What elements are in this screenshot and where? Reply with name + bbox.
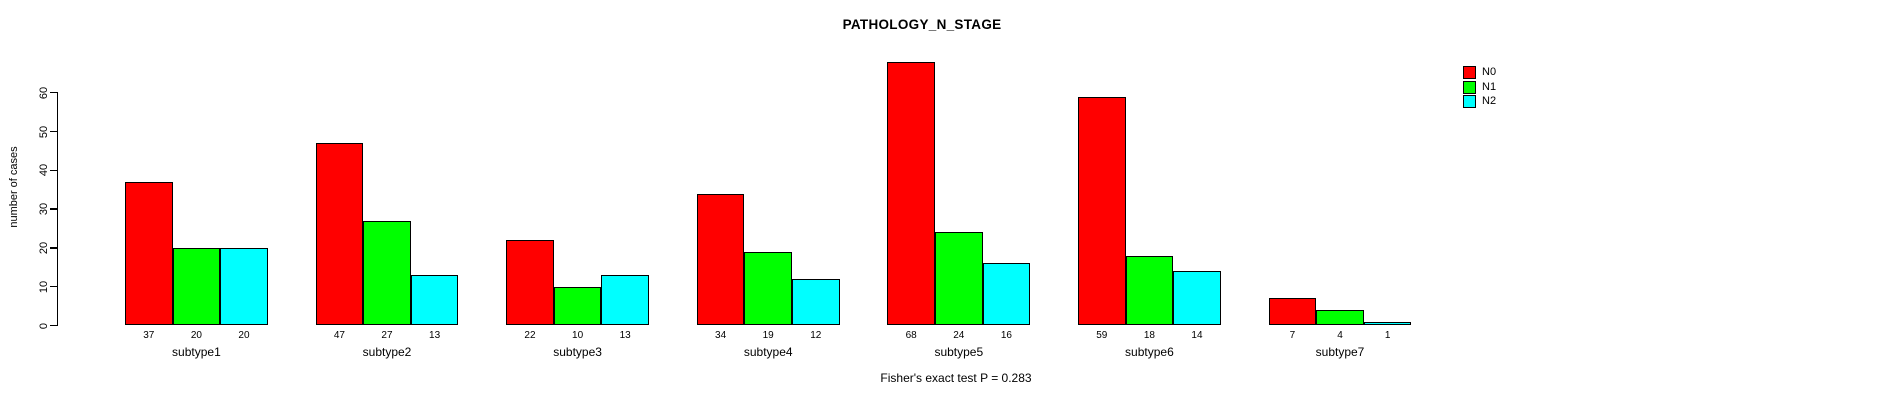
y-axis-tick	[50, 208, 58, 210]
bar-n2-subtype3	[601, 275, 649, 326]
bar-n0-subtype6	[1078, 96, 1126, 326]
legend-swatch-n2	[1463, 95, 1476, 108]
y-axis-tick-label: 30	[38, 202, 50, 216]
y-axis-tick-label: 40	[38, 164, 50, 177]
bar-value-label: 7	[1289, 330, 1296, 341]
y-axis-tick-label: 20	[38, 241, 50, 255]
bar-value-label: 22	[524, 330, 536, 341]
bar-value-label: 19	[762, 330, 774, 341]
bar-n1-subtype2	[363, 220, 411, 326]
bar-n1-subtype6	[1125, 255, 1174, 326]
bar-value-label: 13	[429, 330, 441, 341]
bar-n1-subtype4	[744, 251, 792, 326]
y-axis-tick-label: 60	[38, 86, 50, 99]
bar-value-label: 1	[1384, 330, 1391, 341]
legend-label-n1: N1	[1482, 80, 1497, 93]
bar-n2-subtype4	[792, 278, 840, 326]
bar-n1-subtype3	[553, 286, 602, 326]
bar-n0-subtype1	[125, 181, 173, 326]
category-label-subtype6: subtype6	[1125, 345, 1174, 359]
bar-value-label: 13	[619, 330, 631, 341]
y-axis-tick	[50, 92, 58, 94]
category-label-subtype1: subtype1	[172, 345, 221, 359]
bar-n0-subtype3	[506, 240, 554, 326]
y-axis-tick	[50, 130, 58, 133]
bar-n2-subtype7	[1363, 321, 1412, 326]
legend-label-n0: N0	[1482, 66, 1497, 78]
chart-title: PATHOLOGY_N_STAGE	[842, 17, 1002, 32]
y-axis-tick-label: 0	[38, 322, 50, 329]
bar-n0-subtype5	[887, 61, 935, 326]
category-label-subtype2: subtype2	[362, 345, 412, 359]
bar-value-label: 12	[810, 330, 822, 341]
bar-value-label: 20	[238, 330, 250, 341]
y-axis-tick	[50, 247, 58, 249]
category-label-subtype3: subtype3	[553, 345, 602, 359]
bar-value-label: 27	[381, 330, 393, 341]
y-axis-tick	[50, 324, 58, 327]
bar-value-label: 4	[1337, 330, 1343, 341]
legend-label-n2: N2	[1482, 95, 1497, 107]
bar-value-label: 37	[143, 330, 155, 341]
bar-value-label: 14	[1191, 330, 1203, 341]
bar-value-label: 16	[1000, 330, 1012, 341]
category-label-subtype5: subtype5	[934, 345, 984, 359]
category-label-subtype7: subtype7	[1315, 345, 1365, 359]
y-axis-tick-label: 10	[38, 280, 50, 293]
bar-n2-subtype1	[220, 247, 268, 326]
y-axis-label: number of cases	[8, 146, 20, 228]
bar-n2-subtype2	[410, 275, 459, 326]
bar-value-label: 20	[190, 330, 202, 341]
annotation-text: Fisher's exact test P = 0.283	[880, 371, 1032, 385]
bar-value-label: 10	[572, 330, 584, 341]
y-axis-tick-label: 50	[38, 125, 50, 138]
bar-n1-subtype7	[1316, 309, 1364, 326]
bar-n0-subtype4	[696, 193, 745, 326]
legend-swatch-n0	[1463, 66, 1476, 79]
bar-value-label: 24	[953, 330, 965, 341]
legend-swatch-n1	[1463, 80, 1476, 94]
bar-value-label: 68	[905, 330, 917, 341]
category-label-subtype4: subtype4	[743, 345, 793, 359]
bar-n2-subtype6	[1173, 271, 1221, 326]
bar-n1-subtype1	[172, 247, 221, 326]
y-axis-tick	[50, 169, 58, 171]
bar-value-label: 18	[1143, 330, 1155, 341]
bar-value-label: 47	[333, 330, 345, 341]
bar-value-label: 34	[715, 330, 727, 341]
bar-n0-subtype7	[1268, 298, 1317, 326]
bar-value-label: 59	[1096, 330, 1108, 341]
y-axis-tick	[50, 286, 58, 288]
bar-n0-subtype2	[315, 143, 364, 326]
bar-n2-subtype5	[982, 263, 1031, 326]
bar-n1-subtype5	[935, 232, 983, 326]
